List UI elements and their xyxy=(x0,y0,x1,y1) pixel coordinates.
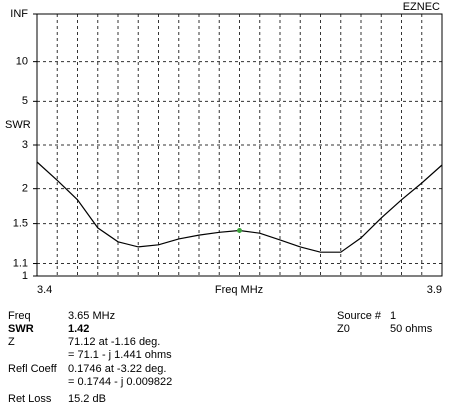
y-tick-label: 3 xyxy=(22,139,28,151)
readout-value: 3.65 MHz xyxy=(68,310,115,322)
x-tick-label: 3.9 xyxy=(427,284,442,296)
y-tick-label: 5 xyxy=(22,95,28,107)
readout-label: Freq xyxy=(8,310,31,322)
y-axis-label: SWR xyxy=(5,119,31,131)
source-value: 50 ohms xyxy=(390,323,433,335)
readout-value: 1.42 xyxy=(68,323,89,335)
x-axis-label: Freq MHz xyxy=(215,284,263,296)
readout-label: Refl Coeff xyxy=(8,363,58,375)
readout-label: Ret Loss xyxy=(8,393,52,405)
readout-value: 15.2 dB xyxy=(68,393,106,405)
source-label: Source # xyxy=(337,310,382,322)
readout-label: Z xyxy=(8,336,15,348)
y-tick-label: 1.5 xyxy=(13,218,28,230)
brand: EZNEC xyxy=(403,1,440,13)
readout-value: = 0.1744 - j 0.009822 xyxy=(68,376,172,388)
plot-frame xyxy=(36,13,443,277)
readout-value: = 71.1 - j 1.441 ohms xyxy=(68,349,172,361)
marker xyxy=(237,228,242,234)
y-tick-label: 1 xyxy=(22,270,28,282)
y-tick-label: INF xyxy=(10,8,28,20)
readout-value: 0.1746 at -3.22 deg. xyxy=(68,363,166,375)
y-tick-label: 2 xyxy=(22,183,28,195)
y-tick-label: 1.1 xyxy=(13,257,28,269)
readout-label: SWR xyxy=(8,323,34,335)
y-tick-label: 10 xyxy=(16,56,28,68)
source-label: Z0 xyxy=(337,323,350,335)
readout-value: 71.12 at -1.16 deg. xyxy=(68,336,160,348)
source-value: 1 xyxy=(390,310,396,322)
x-tick-label: 3.4 xyxy=(37,284,52,296)
